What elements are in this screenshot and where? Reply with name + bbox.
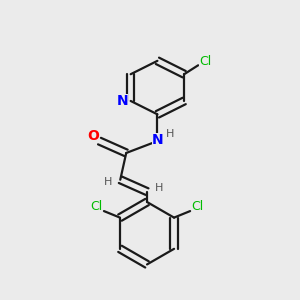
Text: H: H xyxy=(103,177,112,187)
Text: N: N xyxy=(116,94,128,108)
Text: Cl: Cl xyxy=(199,55,211,68)
Text: O: O xyxy=(87,129,99,143)
Text: H: H xyxy=(155,183,163,193)
Text: Cl: Cl xyxy=(192,200,204,213)
Text: N: N xyxy=(152,133,164,147)
Text: H: H xyxy=(166,129,174,139)
Text: Cl: Cl xyxy=(90,200,102,213)
